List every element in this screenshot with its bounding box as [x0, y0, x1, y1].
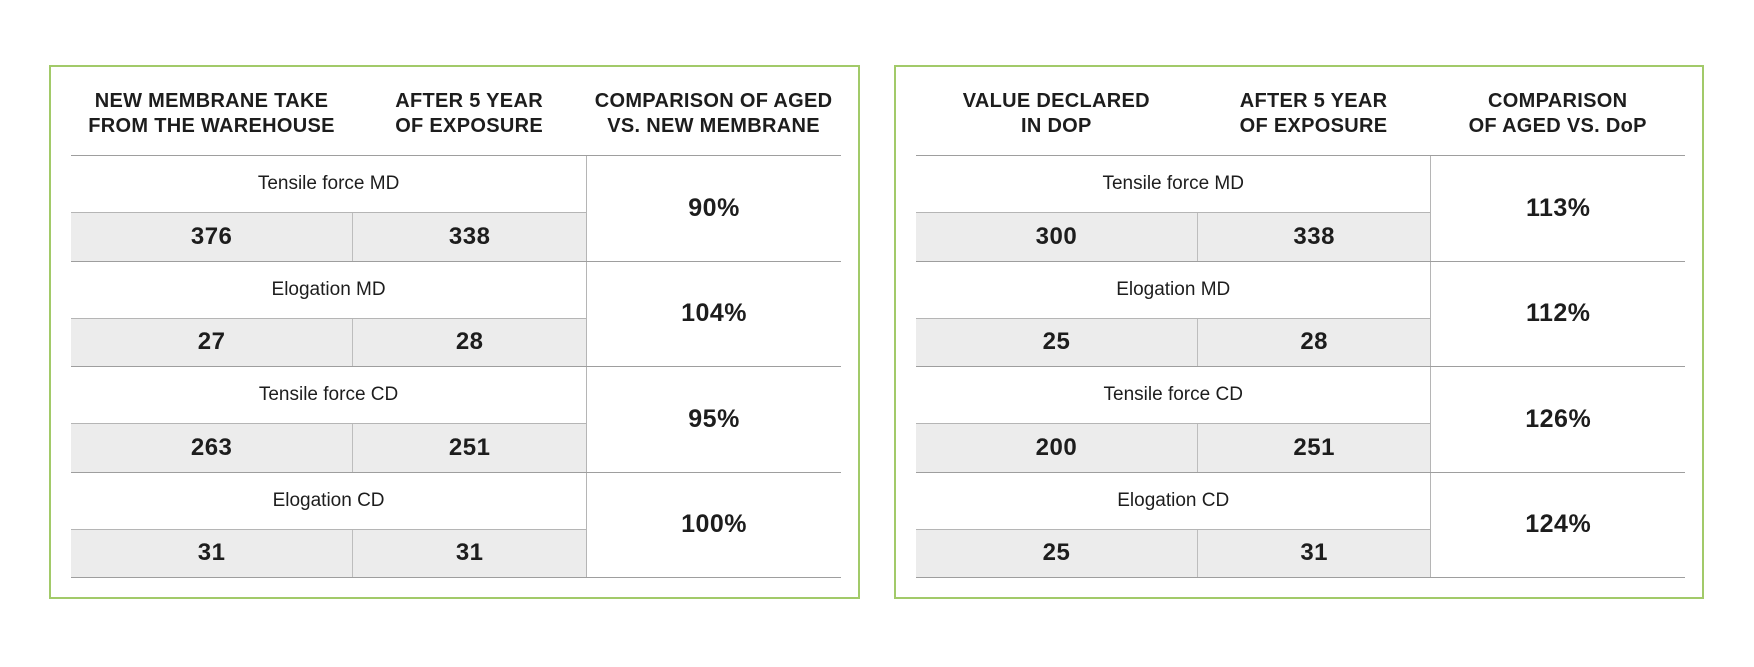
table-row: Elogation CD 25 31 124% — [916, 472, 1685, 578]
metric-cells: Tensile force CD 263 251 — [71, 367, 587, 472]
metric-value: 338 — [1196, 213, 1431, 261]
aged-vs-new-membrane-table: NEW MEMBRANE TAKE FROM THE WAREHOUSE AFT… — [49, 65, 860, 599]
metric-value: 251 — [352, 424, 586, 472]
comparison-value: 112% — [1430, 261, 1685, 366]
header-line: AFTER 5 YEAR — [395, 90, 543, 112]
column-header-new-membrane: NEW MEMBRANE TAKE FROM THE WAREHOUSE — [71, 89, 352, 139]
comparison-value: 124% — [1430, 472, 1685, 577]
value-row: 300 338 — [916, 212, 1431, 261]
metric-value: 31 — [197, 539, 226, 567]
metric-cells: Elogation CD 25 31 — [916, 472, 1431, 577]
table-header-row: NEW MEMBRANE TAKE FROM THE WAREHOUSE AFT… — [71, 67, 841, 155]
comparison-value: 100% — [586, 472, 841, 577]
table-row: Elogation MD 27 28 104% — [71, 261, 841, 367]
column-header-after-5-year: AFTER 5 YEAR OF EXPOSURE — [1197, 89, 1431, 139]
metric-label: Elogation CD — [71, 472, 587, 529]
metric-value: 25 — [1042, 328, 1071, 356]
header-line: AFTER 5 YEAR — [1239, 90, 1388, 112]
metric-value: 31 — [1196, 529, 1431, 577]
value-row: 25 31 — [916, 528, 1431, 577]
table-body: Tensile force MD 376 338 90% Elogation M… — [71, 155, 841, 578]
metric-value: 338 — [352, 213, 586, 261]
metric-value: 28 — [352, 318, 586, 366]
table-content: VALUE DECLARED IN DOP AFTER 5 YEAR OF EX… — [916, 67, 1685, 578]
column-header-comparison: COMPARISON OF AGED VS. DoP — [1430, 89, 1685, 139]
value-row: 25 28 — [916, 317, 1431, 366]
value-row: 200 251 — [916, 423, 1431, 472]
metric-value: 376 — [190, 222, 233, 250]
header-line: OF EXPOSURE — [1239, 115, 1388, 137]
metric-value: 27 — [197, 328, 226, 356]
comparison-value: 113% — [1430, 156, 1685, 261]
comparison-value: 90% — [586, 156, 841, 261]
table-body: Tensile force MD 300 338 113% Elogation … — [916, 155, 1685, 578]
header-line: IN DOP — [1020, 115, 1092, 137]
metric-cells: Elogation MD 27 28 — [71, 261, 587, 366]
metric-value: 28 — [1196, 318, 1431, 366]
header-line: VALUE DECLARED — [962, 90, 1150, 112]
aged-vs-dop-table: VALUE DECLARED IN DOP AFTER 5 YEAR OF EX… — [894, 65, 1704, 599]
metric-label: Tensile force MD — [71, 156, 587, 212]
header-line: NEW MEMBRANE TAKE — [94, 90, 329, 112]
metric-label: Tensile force CD — [71, 367, 587, 423]
metric-value: 263 — [190, 433, 233, 461]
table-row: Tensile force MD 300 338 113% — [916, 156, 1685, 262]
header-line: FROM THE WAREHOUSE — [88, 115, 335, 137]
table-row: Tensile force CD 263 251 95% — [71, 367, 841, 473]
metric-value: 300 — [1035, 222, 1078, 250]
metric-cells: Tensile force CD 200 251 — [916, 367, 1431, 472]
metric-value: 200 — [1035, 433, 1078, 461]
header-line: COMPARISON — [1488, 90, 1628, 112]
table-row: Elogation MD 25 28 112% — [916, 261, 1685, 367]
header-line: OF EXPOSURE — [395, 115, 543, 137]
metric-value: 251 — [1196, 424, 1431, 472]
metric-cells: Elogation MD 25 28 — [916, 261, 1431, 366]
metric-label: Elogation MD — [916, 261, 1431, 318]
header-line: OF AGED VS. DoP — [1468, 115, 1647, 137]
metric-value: 31 — [352, 529, 586, 577]
table-content: NEW MEMBRANE TAKE FROM THE WAREHOUSE AFT… — [71, 67, 841, 578]
header-line: COMPARISON OF AGED — [594, 90, 833, 112]
value-row: 376 338 — [71, 212, 587, 261]
metric-cells: Elogation CD 31 31 — [71, 472, 587, 577]
value-row: 31 31 — [71, 528, 587, 577]
metric-label: Elogation CD — [916, 472, 1431, 529]
table-row: Tensile force CD 200 251 126% — [916, 367, 1685, 473]
table-row: Elogation CD 31 31 100% — [71, 472, 841, 578]
value-row: 27 28 — [71, 317, 587, 366]
metric-value: 25 — [1042, 539, 1071, 567]
value-row: 263 251 — [71, 423, 587, 472]
table-header-row: VALUE DECLARED IN DOP AFTER 5 YEAR OF EX… — [916, 67, 1685, 155]
metric-label: Tensile force MD — [916, 156, 1431, 212]
metric-cells: Tensile force MD 300 338 — [916, 156, 1431, 261]
table-row: Tensile force MD 376 338 90% — [71, 156, 841, 262]
comparison-value: 104% — [586, 261, 841, 366]
header-line: VS. NEW MEMBRANE — [607, 115, 820, 137]
comparison-value: 126% — [1430, 367, 1685, 472]
column-header-value-declared: VALUE DECLARED IN DOP — [916, 89, 1197, 139]
column-header-comparison: COMPARISON OF AGED VS. NEW MEMBRANE — [586, 89, 841, 139]
comparison-value: 95% — [586, 367, 841, 472]
metric-cells: Tensile force MD 376 338 — [71, 156, 587, 261]
column-header-after-5-year: AFTER 5 YEAR OF EXPOSURE — [352, 89, 586, 139]
metric-label: Tensile force CD — [916, 367, 1431, 423]
metric-label: Elogation MD — [71, 261, 587, 318]
